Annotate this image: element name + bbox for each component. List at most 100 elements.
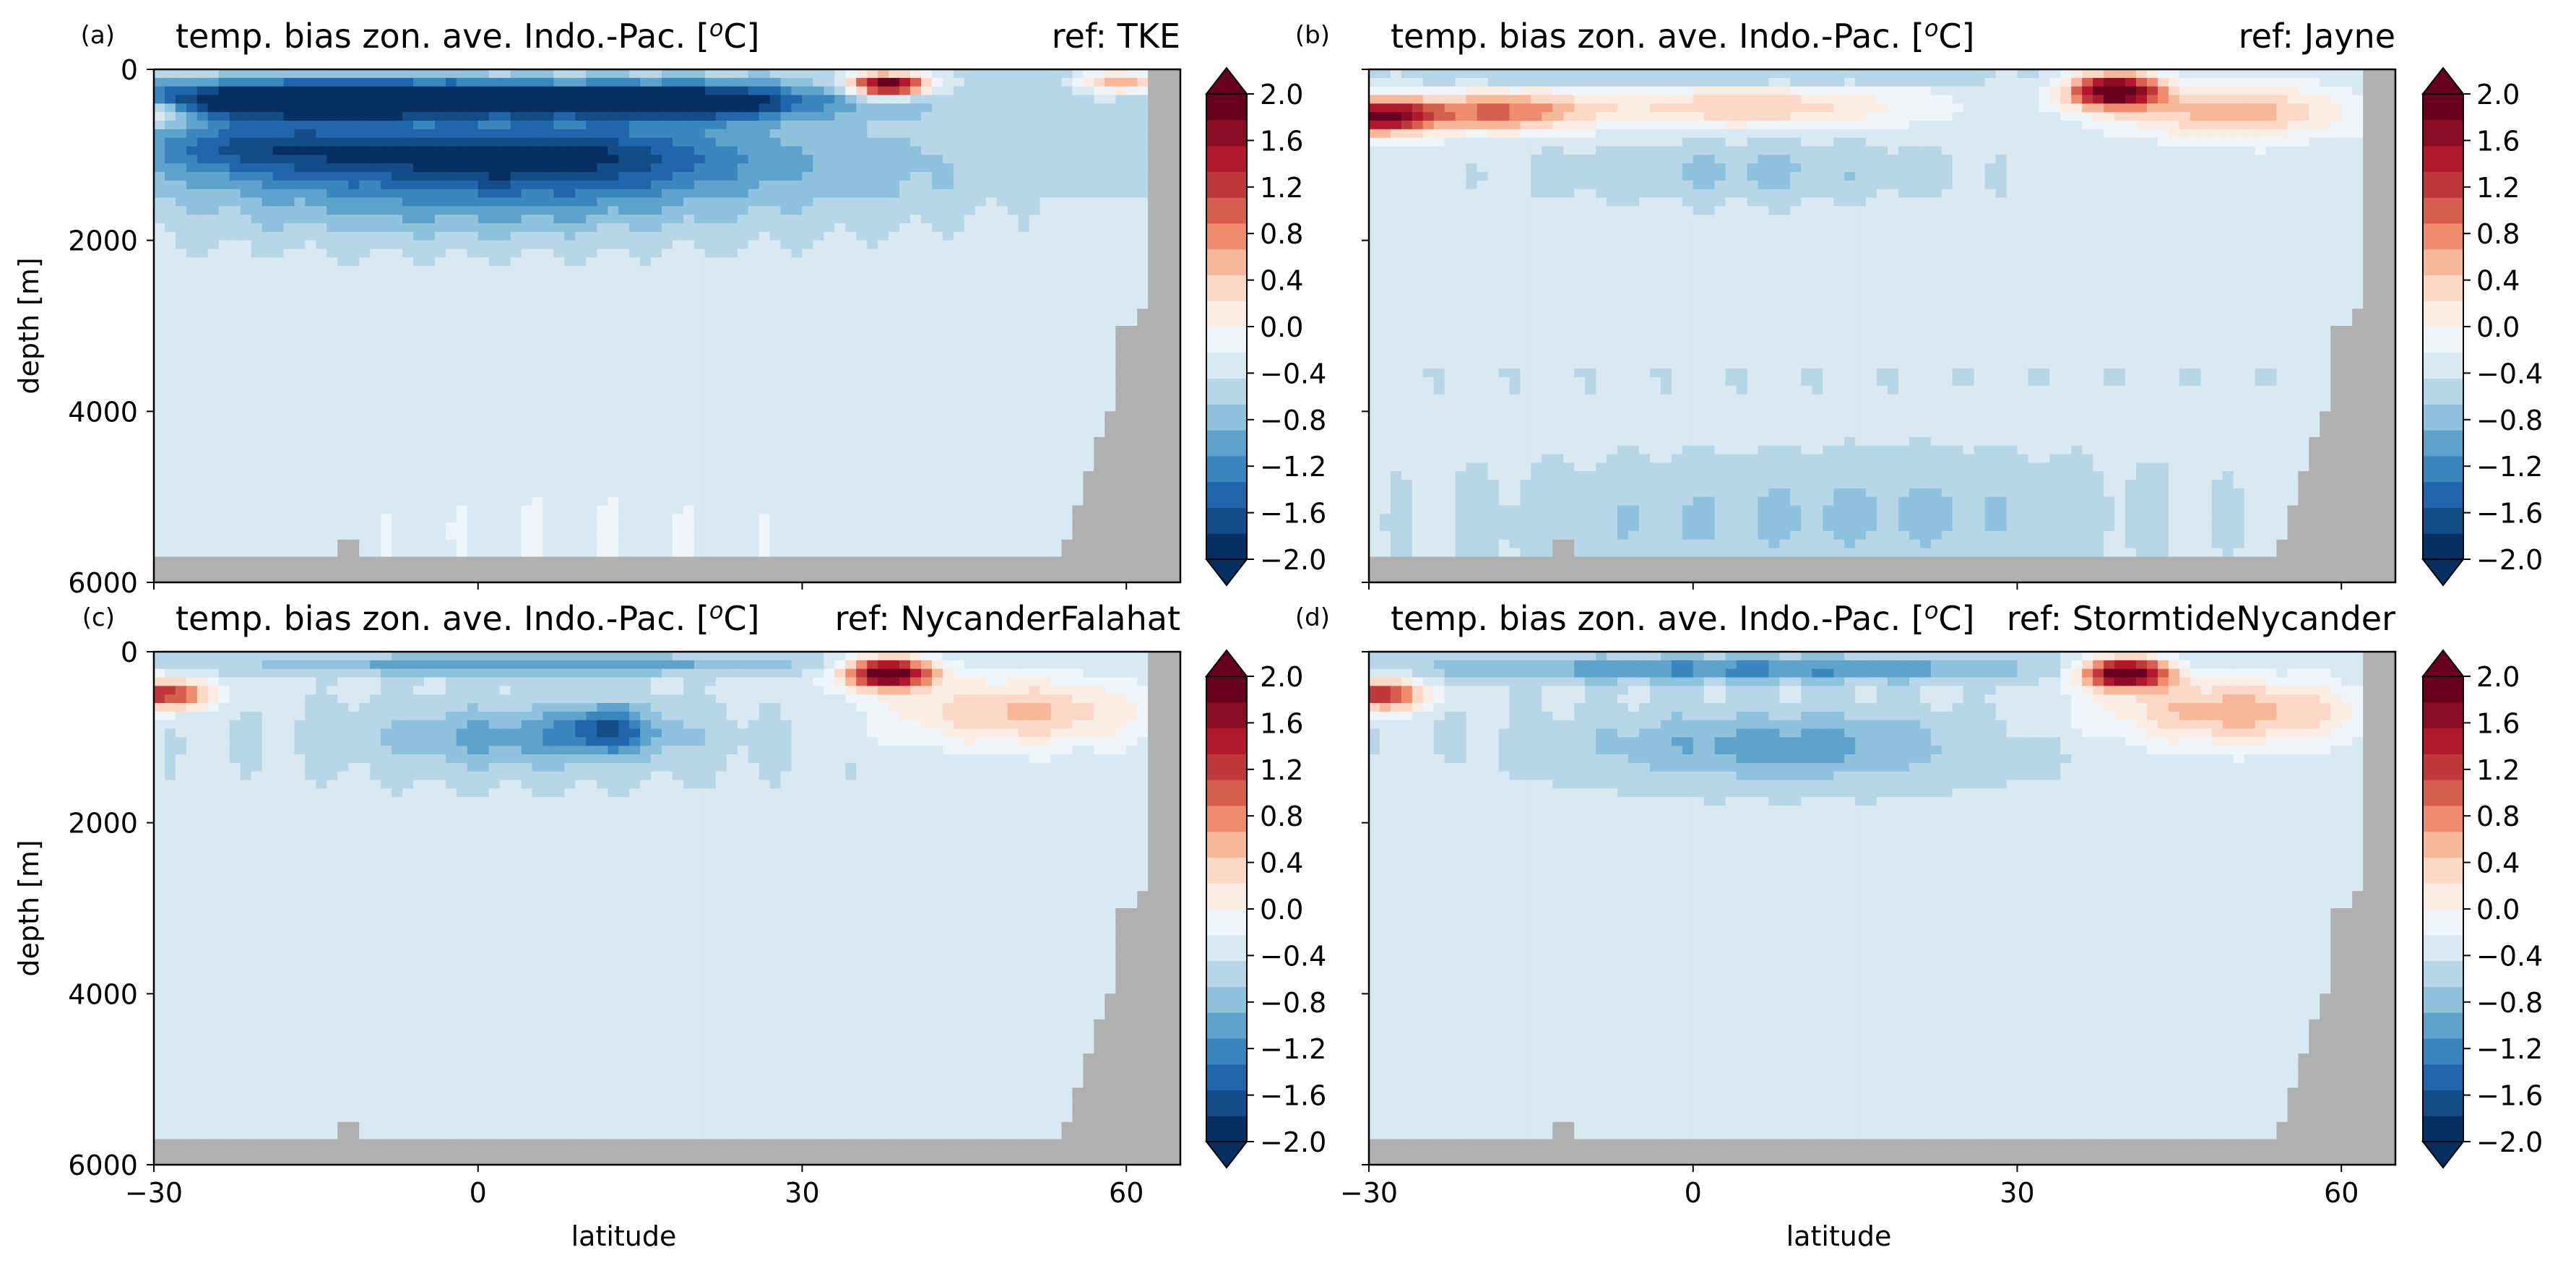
- heatmap-cell: [359, 249, 371, 258]
- heatmap-cell: [435, 147, 446, 155]
- heatmap-cell: [413, 266, 425, 275]
- heatmap-cell: [370, 69, 381, 78]
- heatmap-cell: [294, 360, 306, 368]
- heatmap-cell: [241, 446, 252, 454]
- heatmap-cell: [316, 181, 327, 189]
- heatmap-cell: [294, 103, 306, 112]
- heatmap-cell: [316, 257, 327, 266]
- heatmap-cell: [337, 411, 349, 420]
- heatmap-cell: [392, 514, 403, 522]
- heatmap-cell: [230, 343, 241, 352]
- heatmap-cell: [176, 506, 187, 514]
- heatmap-cell: [273, 437, 285, 446]
- heatmap-cell: [208, 301, 220, 309]
- heatmap-cell: [348, 121, 360, 129]
- heatmap-cell: [197, 189, 209, 198]
- heatmap-cell: [186, 147, 198, 155]
- heatmap-cell: [251, 531, 263, 540]
- heatmap-cell: [348, 446, 360, 454]
- heatmap-cell: [294, 548, 306, 557]
- heatmap-cell: [381, 283, 392, 292]
- land-cell: [273, 574, 285, 582]
- heatmap-cell: [413, 78, 425, 87]
- heatmap-cell: [316, 163, 327, 172]
- heatmap-cell: [241, 172, 252, 181]
- heatmap-cell: [197, 172, 209, 181]
- land-cell: [305, 574, 316, 582]
- heatmap-cell: [294, 181, 306, 189]
- heatmap-cell: [381, 155, 392, 163]
- heatmap-cell: [241, 360, 252, 368]
- heatmap-cell: [294, 377, 306, 386]
- heatmap-cell: [337, 506, 349, 514]
- heatmap-cell: [413, 223, 425, 232]
- heatmap-cell: [402, 181, 414, 189]
- heatmap-cell: [197, 420, 209, 428]
- heatmap-cell: [283, 462, 295, 471]
- heatmap-cell: [424, 241, 436, 249]
- heatmap-cell: [273, 531, 285, 540]
- heatmap-cell: [305, 283, 316, 292]
- heatmap-cell: [283, 317, 295, 326]
- heatmap-cell: [273, 215, 285, 223]
- heatmap-cell: [381, 352, 392, 361]
- heatmap-cell: [186, 317, 198, 326]
- heatmap-cell: [424, 181, 436, 189]
- heatmap-cell: [392, 506, 403, 514]
- heatmap-cell: [251, 283, 263, 292]
- heatmap-cell: [402, 292, 414, 301]
- heatmap-cell: [241, 462, 252, 471]
- heatmap-cell: [413, 215, 425, 223]
- heatmap-cell: [273, 471, 285, 480]
- heatmap-cell: [392, 266, 403, 275]
- heatmap-cell: [337, 215, 349, 223]
- heatmap-cell: [208, 275, 220, 283]
- heatmap-cell: [435, 497, 446, 506]
- land-cell: [305, 565, 316, 574]
- heatmap-cell: [348, 292, 360, 301]
- heatmap-cell: [402, 480, 414, 488]
- heatmap-cell: [402, 437, 414, 446]
- heatmap-cell: [219, 301, 230, 309]
- heatmap-cell: [392, 395, 403, 403]
- heatmap-cell: [327, 155, 338, 163]
- heatmap-cell: [392, 275, 403, 283]
- heatmap-cell: [154, 360, 165, 368]
- heatmap-cell: [402, 317, 414, 326]
- heatmap-cell: [186, 548, 198, 557]
- heatmap-cell: [208, 292, 220, 301]
- heatmap-cell: [186, 138, 198, 147]
- heatmap-cell: [424, 377, 436, 386]
- heatmap-cell: [294, 395, 306, 403]
- heatmap-cell: [348, 420, 360, 428]
- heatmap-cell: [251, 241, 263, 249]
- heatmap-cell: [294, 522, 306, 531]
- land-cell: [219, 565, 230, 574]
- heatmap-cell: [413, 275, 425, 283]
- heatmap-cell: [294, 223, 306, 232]
- heatmap-cell: [337, 232, 349, 241]
- heatmap-cell: [413, 480, 425, 488]
- heatmap-cell: [381, 522, 392, 531]
- heatmap-cell: [241, 147, 252, 155]
- heatmap-cell: [359, 292, 371, 301]
- heatmap-cell: [262, 95, 274, 104]
- heatmap-cell: [424, 540, 436, 548]
- heatmap-cell: [305, 249, 316, 258]
- heatmap-cell: [424, 249, 436, 258]
- heatmap-cell: [251, 437, 263, 446]
- heatmap-cell: [219, 95, 230, 104]
- heatmap-cell: [165, 471, 176, 480]
- heatmap-cell: [230, 181, 241, 189]
- heatmap-cell: [283, 275, 295, 283]
- heatmap-cell: [154, 87, 165, 95]
- heatmap-cell: [230, 112, 241, 121]
- heatmap-cell: [197, 163, 209, 172]
- heatmap-cell: [219, 232, 230, 241]
- heatmap-cell: [262, 506, 274, 514]
- heatmap-cell: [176, 257, 187, 266]
- heatmap-cell: [402, 420, 414, 428]
- heatmap-cell: [273, 129, 285, 138]
- heatmap-cell: [413, 181, 425, 189]
- heatmap-cell: [316, 87, 327, 95]
